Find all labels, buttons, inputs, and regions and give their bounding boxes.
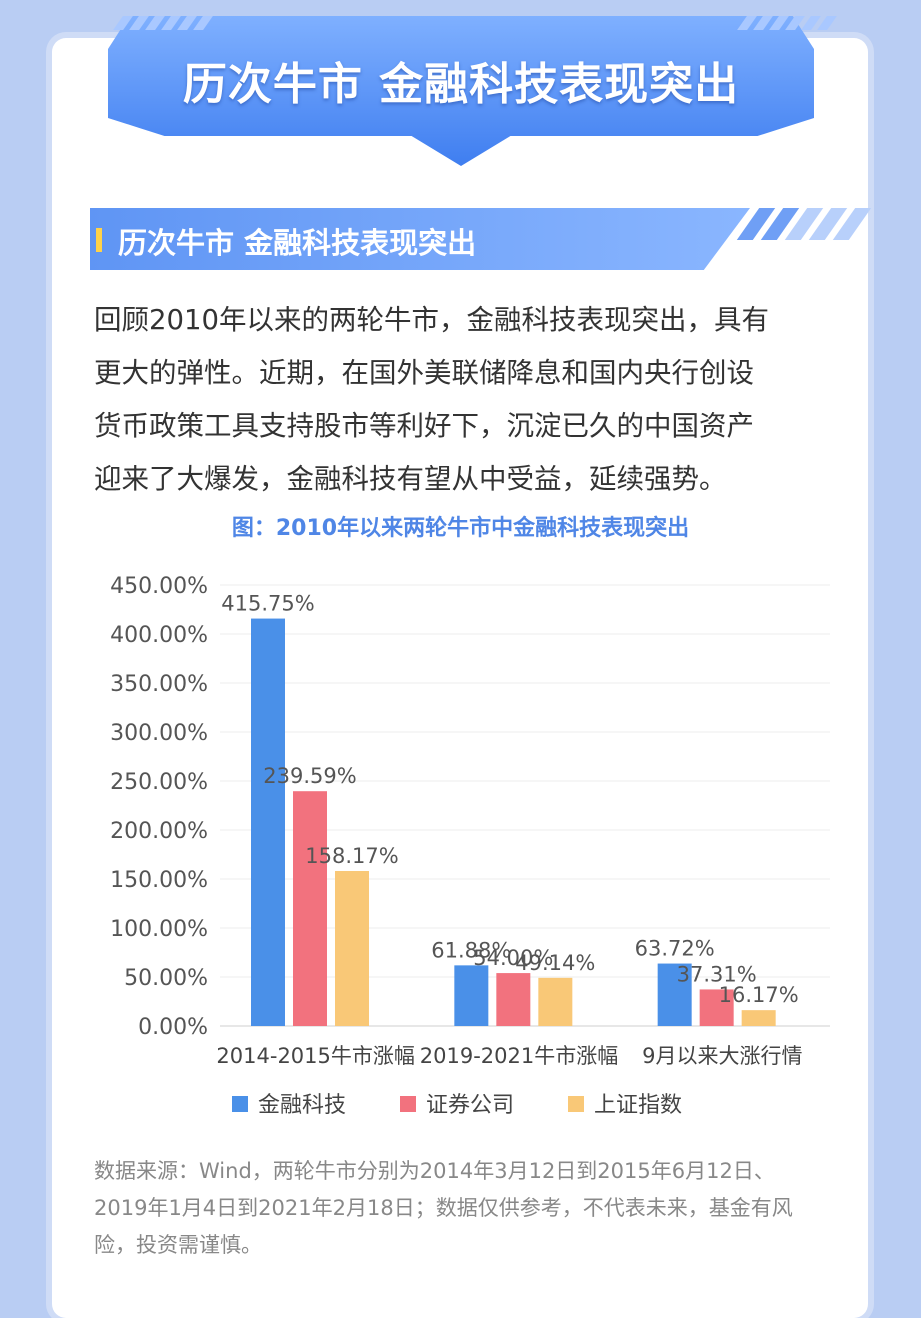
section-accent-mark	[96, 228, 102, 252]
source-line: 险，投资需谨慎。	[94, 1227, 834, 1264]
x-tick-label: 2014-2015牛市涨幅	[216, 1044, 414, 1068]
bar	[454, 965, 488, 1026]
x-tick-label: 2019-2021牛市涨幅	[420, 1044, 618, 1068]
data-label: 158.17%	[305, 844, 398, 868]
bar	[293, 791, 327, 1026]
y-tick-label: 100.00%	[110, 917, 208, 942]
y-tick-label: 0.00%	[138, 1015, 208, 1040]
section-title: 历次牛市 金融科技表现突出	[118, 220, 476, 262]
y-tick-label: 200.00%	[110, 819, 208, 844]
y-tick-label: 300.00%	[110, 721, 208, 746]
y-tick-label: 350.00%	[110, 672, 208, 697]
legend-label: 证券公司	[426, 1093, 514, 1118]
bar-chart: 0.00% 50.00% 100.00% 150.00% 200.00% 250.00% 3…	[0, 560, 921, 1140]
bar	[538, 978, 572, 1026]
y-tick-label: 250.00%	[110, 770, 208, 795]
data-label: 16.17%	[719, 983, 799, 1007]
y-tick-label: 50.00%	[124, 966, 208, 991]
intro-paragraph: 回顾2010年以来的两轮牛市，金融科技表现突出，具有 更大的弹性。近期，在国外美…	[94, 294, 834, 506]
intro-line: 迎来了大爆发，金融科技有望从中受益，延续强势。	[94, 453, 834, 506]
y-tick-label: 400.00%	[110, 623, 208, 648]
chart-title: 图：2010年以来两轮牛市中金融科技表现突出	[0, 510, 921, 542]
banner-stripes-right	[742, 16, 832, 30]
source-line: 数据来源：Wind，两轮牛市分别为2014年3月12日到2015年6月12日、	[94, 1153, 834, 1190]
legend-swatch	[568, 1096, 584, 1112]
legend-label: 上证指数	[594, 1093, 682, 1118]
legend-label: 金融科技	[258, 1093, 346, 1118]
legend-swatch	[400, 1096, 416, 1112]
data-label: 239.59%	[263, 764, 356, 788]
data-source-note: 数据来源：Wind，两轮牛市分别为2014年3月12日到2015年6月12日、 …	[94, 1153, 834, 1264]
bar	[251, 619, 285, 1026]
y-tick-label: 150.00%	[110, 868, 208, 893]
data-label: 63.72%	[635, 937, 715, 961]
bar	[742, 1010, 776, 1026]
intro-line: 货币政策工具支持股市等利好下，沉淀已久的中国资产	[94, 400, 834, 453]
data-label: 49.14%	[515, 951, 595, 975]
y-tick-label: 450.00%	[110, 574, 208, 599]
intro-line: 更大的弹性。近期，在国外美联储降息和国内央行创设	[94, 347, 834, 400]
bar	[335, 871, 369, 1026]
source-line: 2019年1月4日到2021年2月18日；数据仅供参考，不代表未来，基金有风	[94, 1190, 834, 1227]
section-stripes	[748, 208, 860, 240]
banner-title: 历次牛市 金融科技表现突出	[108, 48, 814, 112]
x-tick-label: 9月以来大涨行情	[642, 1044, 802, 1068]
intro-line: 回顾2010年以来的两轮牛市，金融科技表现突出，具有	[94, 294, 834, 347]
banner-stripes-left	[118, 16, 208, 30]
bar	[496, 973, 530, 1026]
data-label: 415.75%	[221, 592, 314, 616]
legend-swatch	[232, 1096, 248, 1112]
